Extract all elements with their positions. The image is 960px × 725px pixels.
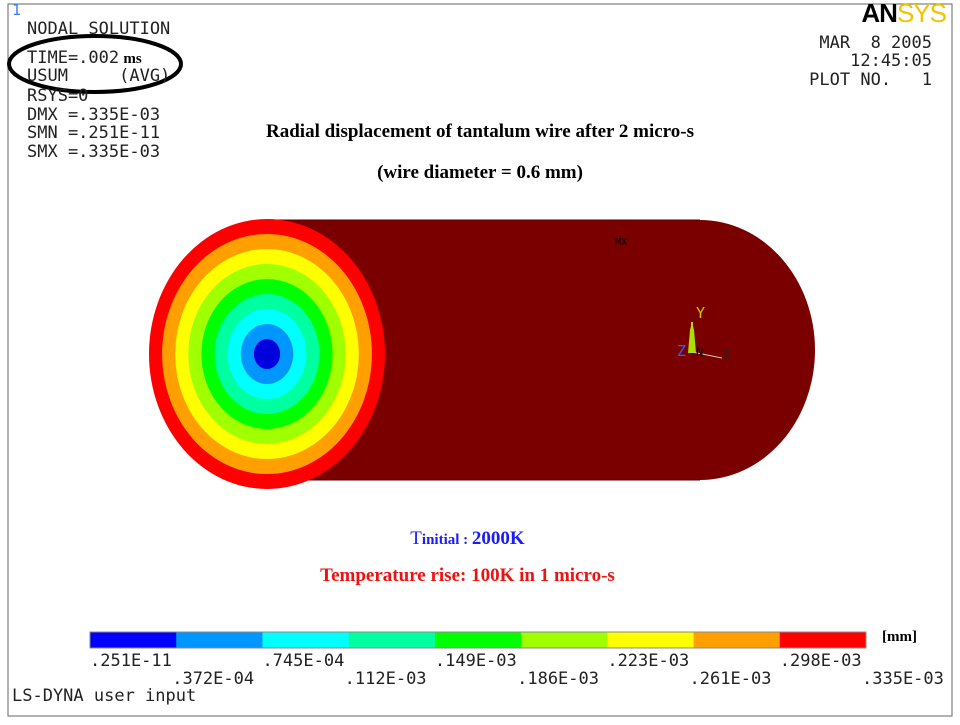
legend-swatch: [262, 632, 350, 648]
legend-swatch: [348, 632, 436, 648]
legend-swatch: [779, 632, 867, 648]
triad-arrow: [688, 322, 696, 353]
legend-label-bottom: .186E-03: [517, 669, 599, 689]
n-axis-label: N: [696, 345, 703, 359]
plot-title: Radial displacement of tantalum wire aft…: [266, 121, 694, 142]
legend-label-bottom: .112E-03: [344, 669, 427, 689]
logo-part-an: AN: [861, 0, 898, 28]
temperature-rise-annotation: Temperature rise: 100K in 1 micro-s: [320, 565, 615, 586]
mx-label: MX: [615, 237, 627, 248]
time-highlight-ellipse: [7, 34, 183, 94]
plot-number: PLOT NO. 1: [809, 70, 932, 90]
legend-label-bottom: .372E-04: [172, 669, 255, 689]
tinitial-annotation: Tinitial : 2000K: [0, 528, 935, 550]
tinitial-prefix: T: [410, 528, 422, 549]
legend-unit: [mm]: [882, 629, 917, 645]
legend-color-bar: [89, 631, 867, 649]
info-nodal-solution: NODAL SOLUTION: [27, 19, 171, 39]
axis-triad: Y Z N X: [677, 304, 731, 364]
tinitial-value: 2000K: [471, 528, 525, 549]
wire-body: [270, 220, 815, 480]
legend-swatch: [607, 632, 695, 648]
legend-swatch: [521, 632, 608, 648]
x-axis-label: X: [722, 346, 731, 364]
info-smn: SMN =.251E-11: [27, 123, 161, 143]
legend-swatch: [90, 632, 177, 648]
info-time: TIME=.002 ms: [27, 49, 142, 68]
y-axis-label: Y: [696, 304, 705, 322]
window-number: 1: [12, 1, 22, 19]
plot-date: MAR 8 2005: [819, 33, 932, 53]
info-rsys: RSYS=0: [27, 86, 89, 106]
info-time-value: TIME=.002: [27, 48, 120, 68]
cross-section-rings: [149, 219, 385, 489]
x-axis-line: [691, 351, 723, 359]
legend-label-bottom: .261E-03: [689, 669, 772, 689]
legend-label-top: .251E-11: [90, 651, 172, 671]
legend-label-top: .149E-03: [434, 651, 517, 671]
legend-swatch: [693, 632, 781, 648]
cross-section-core: [254, 340, 280, 368]
legend-label-top: .745E-04: [262, 651, 345, 671]
legend-swatch: [434, 632, 522, 648]
plot-subtitle: (wire diameter = 0.6 mm): [377, 162, 583, 183]
info-usum: USUM (AVG): [27, 66, 171, 86]
footer-label: LS-DYNA user input: [12, 686, 197, 706]
frame-border: [7, 3, 953, 717]
ansys-logo: ANSYS: [861, 0, 947, 29]
info-dmx: DMX =.335E-03: [27, 105, 161, 125]
wire-model: MX: [149, 219, 815, 489]
legend-label-bottom: .335E-03: [862, 669, 944, 689]
info-time-unit: ms: [123, 51, 142, 67]
plot-time: 12:45:05: [850, 51, 932, 71]
legend-outline: [89, 631, 867, 649]
z-axis-label: Z: [677, 342, 686, 360]
info-smx: SMX =.335E-03: [27, 142, 161, 162]
legend-label-top: .298E-03: [779, 651, 862, 671]
logo-part-sys: SYS: [896, 0, 947, 28]
tinitial-rest: initial :: [421, 532, 472, 548]
legend-swatch: [176, 632, 263, 648]
legend-label-top: .223E-03: [607, 651, 690, 671]
